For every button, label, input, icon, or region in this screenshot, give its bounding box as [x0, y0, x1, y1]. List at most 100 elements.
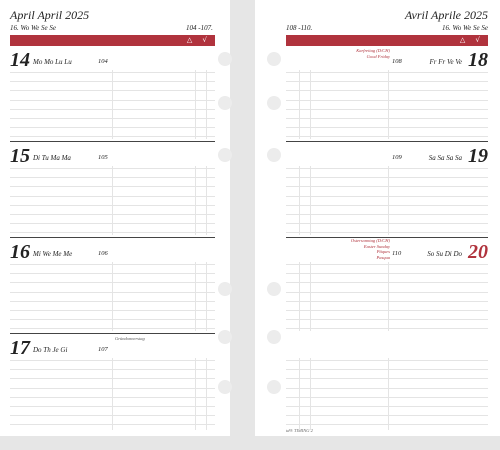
writing-line	[286, 328, 488, 330]
day-of-year: 109	[392, 154, 402, 161]
day-separator	[10, 237, 215, 238]
column-line	[388, 262, 389, 331]
day-number: 15	[10, 145, 30, 167]
day-of-year: 110	[392, 250, 402, 257]
writing-line	[286, 214, 488, 215]
column-line	[112, 358, 113, 430]
day-block: 17 Do Th Je Gi 107 Gründonnerstag	[10, 336, 215, 430]
day-number: 16	[10, 241, 30, 263]
week-label: 16. Wo We Se Se	[442, 24, 488, 32]
holiday-label: Karfreitag (D/CH) Good Friday	[356, 48, 390, 59]
writing-line	[286, 223, 488, 225]
column-line	[299, 166, 300, 235]
column-line	[388, 166, 389, 235]
day-block: 109 Sa Sa Sa Sa 19	[286, 146, 488, 238]
day-of-year: 108	[392, 58, 402, 65]
column-line	[388, 70, 389, 139]
binder-hole	[267, 380, 281, 394]
holiday-label: Ostersonntag (D/CH) Easter Sunday Pâques…	[350, 238, 390, 260]
column-line	[310, 358, 311, 430]
week-label: 16. Wo We Se Se	[10, 24, 56, 32]
page-title: Avril Aprile 2025	[404, 8, 488, 22]
column-line	[388, 358, 389, 430]
binder-hole	[267, 148, 281, 162]
day-names: Mi We Me Me	[33, 250, 73, 258]
day-of-year: 105	[98, 154, 108, 161]
writing-line	[286, 232, 488, 234]
binder-hole	[218, 52, 232, 66]
day-block: 14 Mo Mo Lu Lu 104	[10, 50, 215, 142]
binder-hole	[218, 380, 232, 394]
column-line	[299, 262, 300, 331]
writing-line	[286, 378, 488, 380]
writing-line	[286, 273, 488, 275]
writing-line	[286, 319, 488, 321]
writing-line	[286, 387, 488, 389]
day-names: Sa Sa Sa Sa	[428, 154, 462, 162]
day-number: 17	[10, 337, 30, 359]
writing-line	[286, 360, 488, 361]
day-number: 19	[468, 145, 488, 167]
writing-line	[286, 118, 488, 119]
column-line	[195, 166, 196, 235]
writing-line	[286, 300, 488, 302]
left-page: April April 2025 16. Wo We Se Se 104 -10…	[0, 0, 232, 436]
column-line	[195, 262, 196, 331]
binder-hole	[218, 282, 232, 296]
writing-line	[286, 291, 488, 293]
day-names: Di Tu Ma Ma	[33, 154, 71, 162]
day-block: Karfreitag (D/CH) Good Friday 108 Fr Fr …	[286, 48, 488, 142]
column-line	[299, 358, 300, 430]
week-range: 104 -107.	[186, 24, 213, 32]
writing-line	[286, 127, 488, 129]
week-range: 108 -110.	[286, 24, 313, 32]
writing-line	[286, 168, 488, 169]
binder-hole	[267, 282, 281, 296]
writing-line	[286, 424, 488, 426]
column-line	[310, 166, 311, 235]
writing-line	[286, 396, 488, 398]
column-line	[112, 166, 113, 235]
day-names: Fr Fr Ve Ve	[429, 58, 462, 66]
check-marks-icon: △ √	[186, 36, 211, 44]
binder-hole	[218, 148, 232, 162]
day-separator	[10, 333, 215, 334]
column-line	[206, 166, 207, 235]
column-line	[310, 70, 311, 139]
writing-line	[286, 195, 488, 197]
column-line	[206, 70, 207, 139]
day-of-year: 106	[98, 250, 108, 257]
header-band: △ √	[286, 35, 488, 46]
writing-line	[286, 282, 488, 284]
check-marks-icon: △ √	[459, 36, 484, 44]
writing-line	[286, 99, 488, 101]
page-title: April April 2025	[10, 8, 90, 22]
writing-line	[286, 177, 488, 179]
column-line	[299, 70, 300, 139]
day-number: 18	[468, 49, 488, 71]
column-line	[112, 70, 113, 139]
writing-line	[286, 186, 488, 188]
writing-line	[286, 108, 488, 110]
writing-line	[286, 310, 488, 311]
column-line	[206, 358, 207, 430]
day-block: 15 Di Tu Ma Ma 105	[10, 146, 215, 238]
day-number-sunday: 20	[468, 241, 488, 263]
day-of-year: 104	[98, 58, 108, 65]
column-line	[112, 262, 113, 331]
writing-line	[286, 204, 488, 206]
header-band: △ √	[10, 35, 215, 46]
day-names: So Su Di Do	[427, 250, 462, 258]
binder-hole	[218, 330, 232, 344]
day-block: Ostersonntag (D/CH) Easter Sunday Pâques…	[286, 238, 488, 334]
column-line	[195, 70, 196, 139]
writing-line	[286, 90, 488, 92]
writing-line	[286, 415, 488, 417]
day-separator	[286, 237, 488, 238]
binder-hole	[267, 330, 281, 344]
binder-hole	[218, 96, 232, 110]
right-page: Avril Aprile 2025 108 -110. 16. Wo We Se…	[255, 0, 500, 436]
writing-line	[286, 264, 488, 265]
column-line	[195, 358, 196, 430]
binder-hole	[267, 52, 281, 66]
